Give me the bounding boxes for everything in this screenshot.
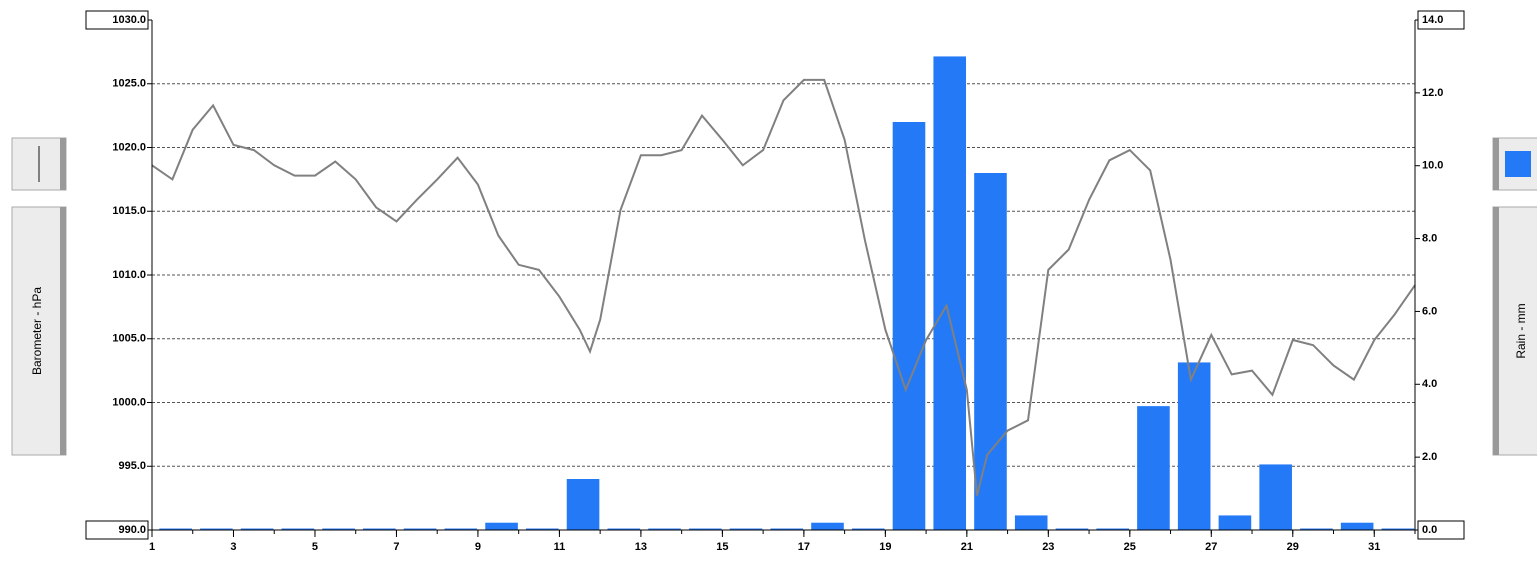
y2-tick-label: 14.0 [1422,14,1443,26]
rain-bar [240,528,274,530]
button-edge [1493,138,1499,190]
right-legend-button[interactable]: Rain - mm [1492,137,1537,456]
x-tick-label: 19 [879,541,891,553]
x-tick-label: 11 [554,541,566,553]
rain-bar [1177,362,1211,530]
y-tick-label: 1010.0 [112,269,146,281]
rain-bar [1137,406,1170,530]
x-tick-label: 9 [475,541,481,553]
rain-bar [566,479,600,530]
rain-bar [974,173,1007,530]
x-tick-label: 15 [716,541,728,553]
y-tick-label: 995.0 [118,460,146,472]
y-tick-label: 1005.0 [112,333,146,345]
button-edge [60,207,66,455]
rain-bar [1218,515,1252,530]
rain-bar [159,528,192,530]
rain-bar [526,528,559,530]
left-legend-button[interactable]: Barometer - hPa [11,137,67,456]
button-edge [1493,207,1499,455]
x-tick-label: 25 [1124,541,1136,553]
rain-bar [485,522,518,530]
y2-tick-label: 4.0 [1422,378,1437,390]
axis-label-button[interactable] [1492,206,1537,456]
y-axis-label: Barometer - hPa [30,287,44,375]
rain-bar [281,528,315,530]
barometer-line [151,78,1416,496]
rain-bar [770,528,804,530]
rain-bar [1014,515,1048,530]
rain-bar [1300,528,1333,530]
rain-bar [1096,528,1129,530]
x-tick-label: 3 [230,541,236,553]
rain-bar [851,528,885,530]
y-tick-label: 1025.0 [112,78,146,90]
y2-tick-label: 12.0 [1422,87,1443,99]
y2-tick-label: 2.0 [1422,451,1437,463]
rain-bar [729,528,763,530]
y2-axis-label: Rain - mm [1514,303,1528,358]
rain-bar [1381,528,1415,530]
rain-bar [648,528,681,530]
rain-bar [403,528,437,530]
rain-bar [1259,464,1292,530]
x-tick-label: 13 [635,541,647,553]
rain-bar [607,528,641,530]
y-tick-label: 1030.0 [112,14,146,26]
y-tick-label: 1020.0 [112,141,146,153]
x-tick-label: 23 [1042,541,1054,553]
x-tick-label: 21 [961,541,973,553]
x-tick-label: 7 [393,541,399,553]
x-tick-label: 5 [312,541,318,553]
rain-bar [200,528,233,530]
rain-bar [892,122,926,530]
tick-box [85,10,149,30]
y-tick-label: 990.0 [118,524,146,536]
y2-tick-label: 10.0 [1422,160,1443,172]
button-edge [60,138,66,190]
y2-tick-label: 8.0 [1422,232,1437,244]
tick-box [1417,520,1465,540]
axis-label-button[interactable] [11,206,67,456]
rain-bar [688,528,722,530]
y-tick-label: 1000.0 [112,396,146,408]
x-tick-label: 17 [798,541,810,553]
x-tick-label: 27 [1205,541,1217,553]
tick-box [85,520,149,540]
rain-bar [1340,522,1374,530]
y-tick-label: 1015.0 [112,205,146,217]
rain-bar [363,528,396,530]
y2-tick-label: 0.0 [1422,524,1437,536]
x-tick-label: 31 [1368,541,1380,553]
legend-bar-swatch [1505,151,1531,177]
rain-bar [1055,528,1089,530]
rain-bar [444,528,478,530]
rain-bar [933,56,967,531]
x-tick-label: 1 [149,541,155,553]
tick-box [1417,10,1465,30]
y2-tick-label: 6.0 [1422,305,1437,317]
x-tick-label: 29 [1287,541,1299,553]
rain-bar [811,522,844,530]
rain-bar [322,528,355,530]
